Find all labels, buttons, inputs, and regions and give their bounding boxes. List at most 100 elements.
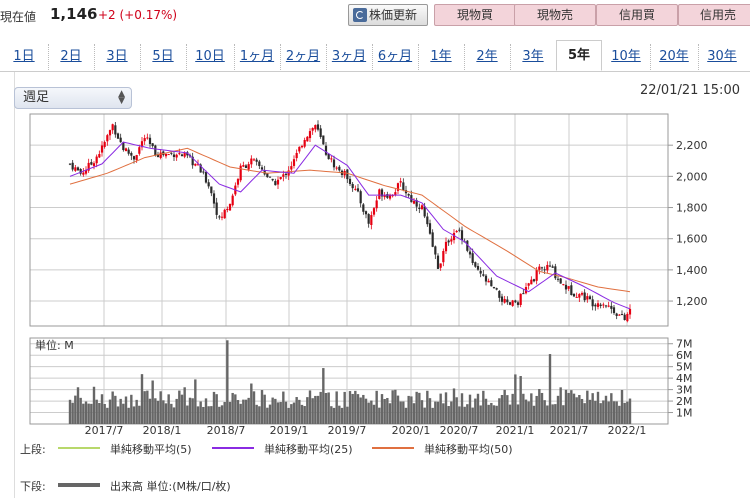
- candle-body: [575, 296, 578, 298]
- volume-bar: [431, 407, 434, 424]
- candle-body: [476, 266, 480, 270]
- candle-body: [506, 299, 509, 303]
- legend-ma25-swatch: [212, 447, 254, 449]
- volume-bar: [223, 401, 226, 424]
- volume-bar: [367, 402, 370, 424]
- candle-body: [228, 204, 232, 211]
- volume-bar: [383, 398, 386, 424]
- candle-body: [154, 145, 157, 156]
- margin-buy-button[interactable]: 信用買: [596, 4, 678, 26]
- tab-1m[interactable]: 1ヶ月: [234, 44, 281, 70]
- margin-sell-button[interactable]: 信用売: [678, 4, 750, 26]
- volume-bar: [620, 389, 624, 424]
- candle-body: [260, 167, 264, 170]
- volume-bar: [444, 392, 448, 424]
- volume-bar: [532, 405, 536, 424]
- price-axis-label: 2,200: [676, 139, 708, 152]
- volume-bar: [418, 392, 421, 424]
- volume-bar: [484, 398, 488, 424]
- tab-3m[interactable]: 3ヶ月: [326, 44, 373, 70]
- candle-body: [290, 166, 293, 170]
- candle-body: [332, 159, 336, 168]
- volume-bar: [452, 388, 456, 424]
- legend-lower: 下段:: [20, 478, 46, 494]
- candle-body: [495, 288, 498, 290]
- volume-bar: [612, 401, 616, 424]
- candle-body: [242, 165, 245, 167]
- volume-bar: [180, 394, 184, 424]
- volume-bar: [402, 401, 405, 424]
- volume-bar: [188, 397, 192, 424]
- candle-body: [466, 240, 469, 251]
- spot-sell-button[interactable]: 現物売: [514, 4, 596, 26]
- candle-body: [95, 156, 98, 164]
- tab-1y[interactable]: 1年: [418, 44, 465, 70]
- candle-body: [383, 194, 386, 198]
- volume-bar: [108, 399, 112, 424]
- candle-body: [79, 169, 82, 174]
- candle-body: [258, 161, 261, 167]
- tab-10d[interactable]: 10日: [186, 44, 235, 70]
- tab-3d[interactable]: 3日: [94, 44, 141, 70]
- volume-bar: [524, 399, 528, 424]
- refresh-price-button[interactable]: 株価更新: [348, 4, 428, 26]
- tab-20y[interactable]: 20年: [650, 44, 699, 70]
- tab-2m[interactable]: 2ヶ月: [280, 44, 327, 70]
- volume-bar: [370, 400, 373, 424]
- volume-bar: [498, 398, 501, 424]
- volume-bar: [362, 394, 365, 424]
- candle-body: [620, 314, 624, 316]
- candle-body: [268, 176, 272, 178]
- volume-bar: [303, 406, 306, 424]
- volume-bar: [508, 404, 512, 424]
- volume-bar: [466, 404, 469, 424]
- candle-body: [244, 165, 248, 169]
- volume-axis-label: 1M: [676, 407, 693, 420]
- spot-buy-button[interactable]: 現物買: [434, 4, 516, 26]
- volume-bar: [543, 400, 546, 424]
- volume-bar: [607, 401, 610, 424]
- volume-bar: [172, 407, 176, 424]
- candle-body: [372, 208, 376, 215]
- refresh-icon: [353, 8, 367, 22]
- candle-body: [370, 215, 373, 226]
- tab-5d[interactable]: 5日: [140, 44, 187, 70]
- tab-2y[interactable]: 2年: [464, 44, 511, 70]
- volume-bar: [90, 403, 93, 424]
- candle-body: [610, 305, 613, 309]
- volume-bar: [356, 394, 360, 424]
- volume-bar: [615, 401, 618, 424]
- candle-body: [316, 124, 320, 130]
- tab-5y[interactable]: 5年: [556, 40, 602, 71]
- candle-body: [346, 169, 349, 180]
- candle-body: [172, 154, 176, 158]
- tab-3y[interactable]: 3年: [522, 49, 544, 64]
- candle-body: [548, 265, 552, 267]
- tab-30y[interactable]: 30年: [707, 49, 737, 64]
- candle-body: [271, 178, 274, 181]
- candle-body: [490, 280, 493, 287]
- candle-body: [396, 183, 400, 191]
- volume-axis-label: 6M: [676, 349, 693, 362]
- volume-bar: [263, 394, 266, 424]
- tab-2d[interactable]: 2日: [48, 44, 95, 70]
- candle-body: [84, 169, 88, 174]
- volume-bar: [522, 393, 525, 424]
- candle-body: [114, 125, 117, 135]
- candle-body: [170, 152, 173, 154]
- volume-bar: [500, 395, 504, 424]
- tab-10y[interactable]: 10年: [602, 44, 651, 70]
- candle-body: [143, 138, 146, 142]
- candle-body: [626, 313, 629, 322]
- candle-body: [284, 173, 288, 175]
- candle-body: [500, 296, 504, 302]
- tab-6m[interactable]: 6ヶ月: [372, 44, 419, 70]
- candle-body: [226, 209, 229, 211]
- candle-body: [186, 152, 189, 156]
- volume-axis-label: 2M: [676, 395, 693, 408]
- volume-bar: [186, 405, 189, 424]
- period-select[interactable]: 週足 ▲ ▼: [14, 87, 132, 109]
- candle-body: [100, 145, 104, 153]
- tab-1d[interactable]: 1日: [0, 44, 49, 70]
- candle-body: [535, 269, 538, 281]
